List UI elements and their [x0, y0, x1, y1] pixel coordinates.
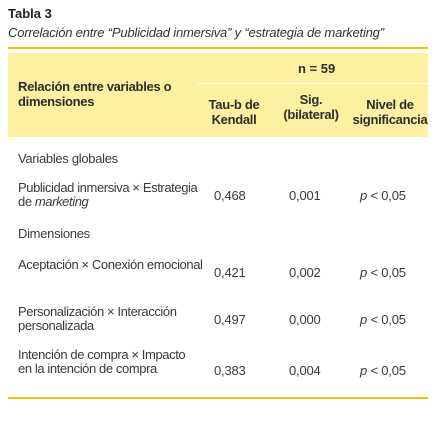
row-tau: 0,468 — [214, 188, 246, 203]
table-row-label: Intención de compra × Impacto en la inte… — [18, 347, 186, 376]
section-dimensions: Dimensiones — [18, 226, 90, 241]
header-nivel: Nivel de significancia — [352, 97, 428, 127]
p-symbol: p — [360, 312, 368, 327]
nivel-value: < 0,05 — [367, 265, 406, 280]
row-sig: 0,002 — [289, 265, 321, 280]
p-symbol: p — [360, 363, 368, 378]
row-tau: 0,383 — [214, 363, 246, 378]
p-symbol: p — [360, 265, 368, 280]
nivel-value: < 0,05 — [367, 363, 406, 378]
row-label-text: Publicidad inmersiva × Estrategia de — [18, 180, 198, 209]
header-sig: Sig. (bilateral) — [283, 92, 339, 122]
section-global: Variables globales — [18, 151, 118, 166]
nivel-value: < 0,05 — [367, 188, 406, 203]
nivel-value: < 0,05 — [367, 312, 406, 327]
table-subtitle: Correlación entre “Publicidad inmersiva”… — [8, 25, 384, 40]
row-nivel: p < 0,05 — [360, 188, 406, 203]
table-header: Relación entre variables o dimensiones n… — [8, 53, 428, 137]
row-nivel: p < 0,05 — [360, 312, 406, 327]
header-relation: Relación entre variables o dimensiones — [18, 79, 172, 109]
top-rule — [8, 47, 428, 49]
header-tau: Tau-b de Kendall — [208, 97, 260, 127]
row-nivel: p < 0,05 — [360, 265, 406, 280]
header-divider — [198, 83, 428, 84]
table-title: Tabla 3 — [8, 6, 52, 21]
table-row-label: Aceptación × Conexión emocional — [18, 257, 203, 272]
header-sample-size: n = 59 — [298, 61, 336, 76]
bottom-rule — [8, 397, 428, 399]
row-sig: 0,000 — [289, 312, 321, 327]
row-sig: 0,001 — [289, 188, 321, 203]
row-tau: 0,497 — [214, 312, 246, 327]
table-row-label: Personalización × Interacción personaliz… — [18, 304, 177, 333]
row-tau: 0,421 — [214, 265, 246, 280]
table-row-label: Publicidad inmersiva × Estrategia de mar… — [18, 181, 203, 209]
row-label-italic: marketing — [34, 194, 89, 209]
row-sig: 0,004 — [289, 363, 321, 378]
row-nivel: p < 0,05 — [360, 363, 406, 378]
p-symbol: p — [360, 188, 368, 203]
